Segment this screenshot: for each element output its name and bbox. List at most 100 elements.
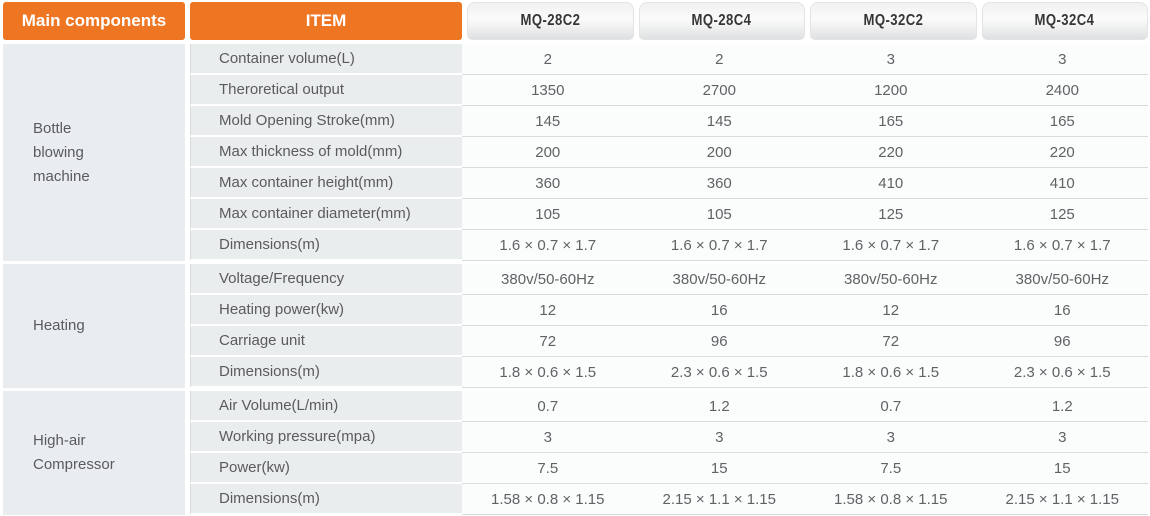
item-cell: Dimensions(m) bbox=[190, 357, 462, 388]
item-cell: Mold Opening Stroke(mm) bbox=[190, 106, 462, 137]
table-row: Dimensions(m) 1.8 × 0.6 × 1.5 2.3 × 0.6 … bbox=[190, 357, 1148, 388]
model-tab-label: MQ-32C4 bbox=[1034, 12, 1095, 29]
value-cell: 105 bbox=[633, 199, 805, 230]
value-cell: 16 bbox=[633, 295, 805, 326]
model-tab-label: MQ-28C2 bbox=[520, 12, 581, 29]
table-row: Max container diameter(mm) 105 105 125 1… bbox=[190, 199, 1148, 230]
value-cell: 2.15 × 1.1 × 1.15 bbox=[976, 484, 1148, 515]
value-cell: 1.6 × 0.7 × 1.7 bbox=[976, 230, 1148, 261]
table-row: Dimensions(m) 1.58 × 0.8 × 1.15 2.15 × 1… bbox=[190, 484, 1148, 515]
value-cell: 1.2 bbox=[633, 391, 805, 422]
model-tabs: MQ-28C2 MQ-28C4 MQ-32C2 MQ-32C4 bbox=[467, 2, 1148, 40]
value-cell: 220 bbox=[805, 137, 977, 168]
table-row: Working pressure(mpa) 3 3 3 3 bbox=[190, 422, 1148, 453]
value-cell: 1.6 × 0.7 × 1.7 bbox=[633, 230, 805, 261]
value-cell: 165 bbox=[805, 106, 977, 137]
value-cell: 3 bbox=[976, 422, 1148, 453]
value-cell: 360 bbox=[462, 168, 634, 199]
table-row: Mold Opening Stroke(mm) 145 145 165 165 bbox=[190, 106, 1148, 137]
item-cell: Air Volume(L/min) bbox=[190, 391, 462, 422]
group-heating: Heating Voltage/Frequency 380v/50-60Hz 3… bbox=[3, 264, 1148, 388]
value-cell: 16 bbox=[976, 295, 1148, 326]
table-header-row: Main components ITEM MQ-28C2 MQ-28C4 MQ-… bbox=[3, 2, 1148, 40]
item-cell: Max container diameter(mm) bbox=[190, 199, 462, 230]
table-row: Heating power(kw) 12 16 12 16 bbox=[190, 295, 1148, 326]
item-cell: Container volume(L) bbox=[190, 44, 462, 75]
table-row: Air Volume(L/min) 0.7 1.2 0.7 1.2 bbox=[190, 391, 1148, 422]
value-cell: 3 bbox=[805, 422, 977, 453]
value-cell: 380v/50-60Hz bbox=[462, 264, 634, 295]
value-cell: 2700 bbox=[633, 75, 805, 106]
value-cell: 12 bbox=[462, 295, 634, 326]
item-cell: Voltage/Frequency bbox=[190, 264, 462, 295]
value-cell: 15 bbox=[633, 453, 805, 484]
value-cell: 380v/50-60Hz bbox=[976, 264, 1148, 295]
value-cell: 3 bbox=[976, 44, 1148, 75]
value-cell: 2.3 × 0.6 × 1.5 bbox=[633, 357, 805, 388]
value-cell: 1.58 × 0.8 × 1.15 bbox=[462, 484, 634, 515]
value-cell: 72 bbox=[805, 326, 977, 357]
model-tab-mq-28c4: MQ-28C4 bbox=[638, 2, 805, 40]
table-row: Container volume(L) 2 2 3 3 bbox=[190, 44, 1148, 75]
value-cell: 1.58 × 0.8 × 1.15 bbox=[805, 484, 977, 515]
value-cell: 1350 bbox=[462, 75, 634, 106]
value-cell: 1.8 × 0.6 × 1.5 bbox=[805, 357, 977, 388]
table-row: Theroretical output 1350 2700 1200 2400 bbox=[190, 75, 1148, 106]
group-label: Bottle blowing machine bbox=[3, 44, 185, 261]
value-cell: 360 bbox=[633, 168, 805, 199]
value-cell: 0.7 bbox=[462, 391, 634, 422]
value-cell: 7.5 bbox=[805, 453, 977, 484]
table-row: Max container height(mm) 360 360 410 410 bbox=[190, 168, 1148, 199]
value-cell: 2.3 × 0.6 × 1.5 bbox=[976, 357, 1148, 388]
value-cell: 380v/50-60Hz bbox=[633, 264, 805, 295]
model-tab-label: MQ-32C2 bbox=[863, 12, 924, 29]
value-cell: 200 bbox=[462, 137, 634, 168]
value-cell: 0.7 bbox=[805, 391, 977, 422]
value-cell: 125 bbox=[805, 199, 977, 230]
table-row: Max thickness of mold(mm) 200 200 220 22… bbox=[190, 137, 1148, 168]
value-cell: 7.5 bbox=[462, 453, 634, 484]
table-row: Carriage unit 72 96 72 96 bbox=[190, 326, 1148, 357]
value-cell: 96 bbox=[976, 326, 1148, 357]
table-row: Dimensions(m) 1.6 × 0.7 × 1.7 1.6 × 0.7 … bbox=[190, 230, 1148, 261]
group-bottle-blowing-machine: Bottle blowing machine Container volume(… bbox=[3, 44, 1148, 261]
item-cell: Working pressure(mpa) bbox=[190, 422, 462, 453]
value-cell: 12 bbox=[805, 295, 977, 326]
value-cell: 380v/50-60Hz bbox=[805, 264, 977, 295]
value-cell: 1.6 × 0.7 × 1.7 bbox=[462, 230, 634, 261]
value-cell: 15 bbox=[976, 453, 1148, 484]
model-tab-mq-32c2: MQ-32C2 bbox=[810, 2, 977, 40]
main-components-header: Main components bbox=[3, 2, 185, 40]
item-cell: Power(kw) bbox=[190, 453, 462, 484]
value-cell: 3 bbox=[805, 44, 977, 75]
model-tab-label: MQ-28C4 bbox=[691, 12, 752, 29]
item-cell: Dimensions(m) bbox=[190, 484, 462, 515]
model-tab-mq-32c4: MQ-32C4 bbox=[981, 2, 1148, 40]
value-cell: 2400 bbox=[976, 75, 1148, 106]
value-cell: 220 bbox=[976, 137, 1148, 168]
table-row: Power(kw) 7.5 15 7.5 15 bbox=[190, 453, 1148, 484]
group-high-air-compressor: High-air Compressor Air Volume(L/min) 0.… bbox=[3, 391, 1148, 515]
value-cell: 72 bbox=[462, 326, 634, 357]
value-cell: 2 bbox=[633, 44, 805, 75]
model-tab-mq-28c2: MQ-28C2 bbox=[467, 2, 634, 40]
value-cell: 2.15 × 1.1 × 1.15 bbox=[633, 484, 805, 515]
value-cell: 3 bbox=[633, 422, 805, 453]
group-label: High-air Compressor bbox=[3, 391, 185, 515]
item-header: ITEM bbox=[190, 2, 462, 40]
value-cell: 410 bbox=[805, 168, 977, 199]
value-cell: 1200 bbox=[805, 75, 977, 106]
value-cell: 1.2 bbox=[976, 391, 1148, 422]
item-cell: Heating power(kw) bbox=[190, 295, 462, 326]
value-cell: 125 bbox=[976, 199, 1148, 230]
item-cell: Dimensions(m) bbox=[190, 230, 462, 261]
group-label: Heating bbox=[3, 264, 185, 388]
value-cell: 410 bbox=[976, 168, 1148, 199]
value-cell: 1.6 × 0.7 × 1.7 bbox=[805, 230, 977, 261]
value-cell: 3 bbox=[462, 422, 634, 453]
item-cell: Max thickness of mold(mm) bbox=[190, 137, 462, 168]
item-cell: Carriage unit bbox=[190, 326, 462, 357]
value-cell: 1.8 × 0.6 × 1.5 bbox=[462, 357, 634, 388]
value-cell: 2 bbox=[462, 44, 634, 75]
